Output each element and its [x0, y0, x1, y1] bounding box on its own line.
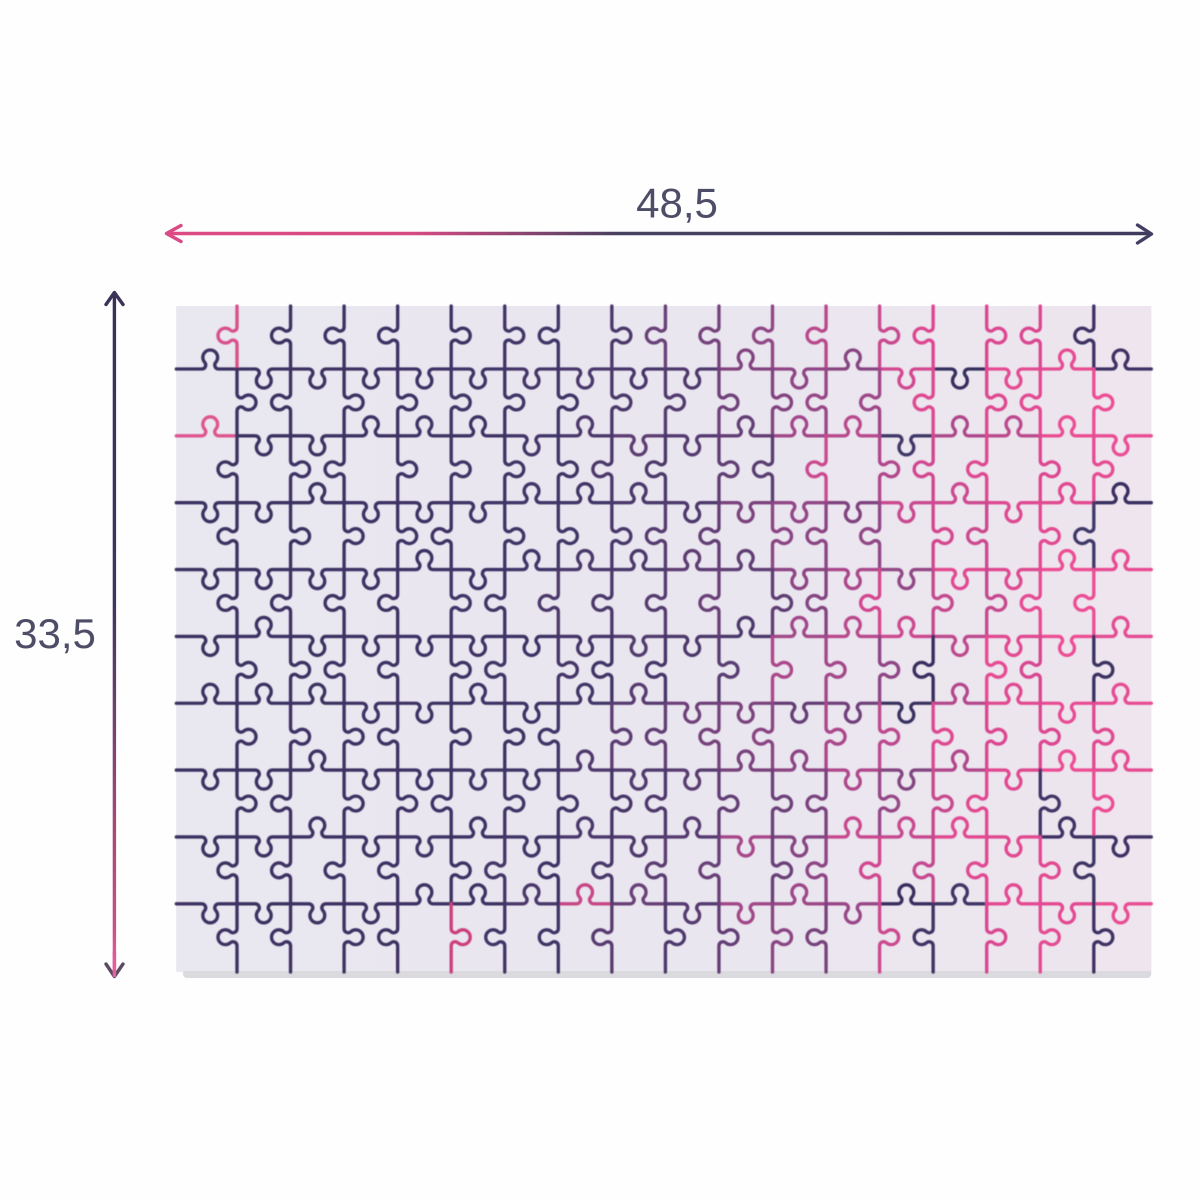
svg-text:48,5: 48,5 [636, 180, 718, 227]
svg-text:33,5: 33,5 [14, 610, 96, 657]
